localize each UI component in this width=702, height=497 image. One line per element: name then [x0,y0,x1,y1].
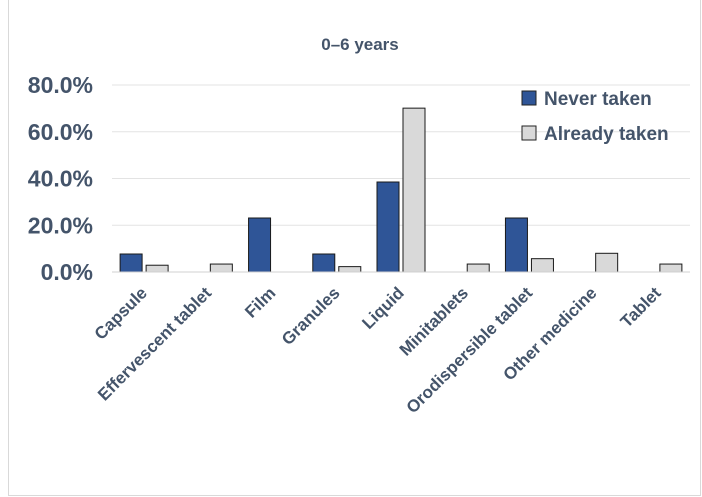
legend-label-already-taken: Already taken [544,124,669,145]
x-tick-label: Effervescent tablet [94,283,215,404]
gridlines [112,84,690,226]
y-axis-ticks: 0.0% 20.0% 40.0% 60.0% 80.0% [28,72,93,285]
x-tick-label: Capsule [91,283,151,343]
x-tick-label: Film [241,283,279,321]
x-tick-label: Orodispersible tablet [403,283,537,417]
legend: Never taken Already taken [521,89,669,145]
x-tick-label: Liquid [358,283,407,332]
bar-never-taken-capsule [119,253,143,273]
y-tick-label: 80.0% [28,72,93,98]
y-tick-label: 60.0% [28,119,93,145]
y-tick-label: 0.0% [41,259,93,285]
bar-already-taken-capsule [145,264,169,273]
x-tick-label: Tablet [617,283,665,331]
bar-already-taken-liquid [402,107,426,273]
bar-never-taken-film [248,217,272,273]
legend-swatch-already-taken [521,125,537,141]
y-tick-label: 20.0% [28,212,93,238]
legend-label-never-taken: Never taken [544,89,652,110]
bar-never-taken-granules [312,253,336,273]
bar-already-taken-granules [338,266,362,273]
y-tick-label: 40.0% [28,166,93,192]
chart-title: 0–6 years [321,35,399,54]
bar-already-taken-tablet [659,263,683,273]
legend-swatch-never-taken [521,90,537,106]
bars [119,107,683,273]
x-tick-label: Granules [278,283,344,349]
bar-never-taken-orodispersible-tablet [504,217,528,273]
bar-already-taken-orodispersible-tablet [530,258,554,273]
bar-never-taken-liquid [376,181,400,273]
bar-already-taken-other-medicine [595,252,619,273]
chart-frame [8,0,701,496]
bar-already-taken-minitablets [466,263,490,273]
bar-already-taken-effervescent-tablet [209,263,233,273]
